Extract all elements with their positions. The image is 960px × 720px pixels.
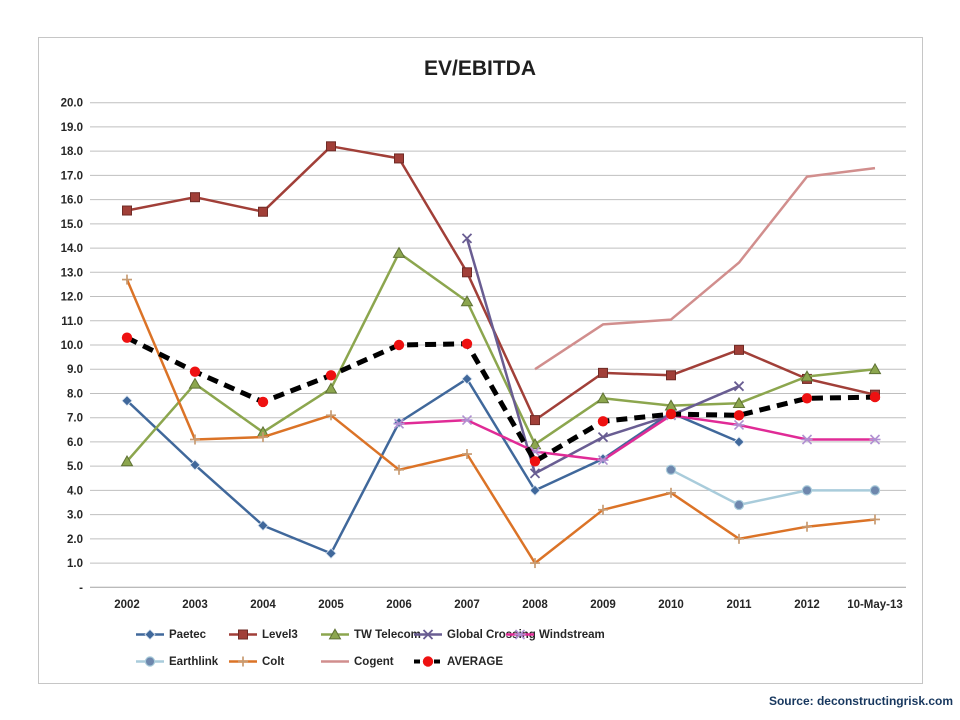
legend-item-global-crossing: Global Crossing [413, 627, 536, 642]
legend-item-paetec: Paetec [135, 627, 206, 642]
svg-text:-: - [79, 582, 83, 594]
legend-item-earthlink: Earthlink [135, 654, 218, 669]
paetec-series-icon [136, 628, 164, 641]
legend-item-tw-telecom: TW Telecom [320, 627, 421, 642]
legend-item-cogent: Cogent [320, 654, 394, 669]
series-colt [122, 274, 880, 569]
svg-text:10.0: 10.0 [61, 340, 83, 352]
earthlink-series-icon [136, 656, 164, 667]
svg-text:2009: 2009 [590, 599, 616, 611]
svg-text:2011: 2011 [727, 599, 753, 611]
series-level3 [122, 141, 880, 426]
svg-text:2008: 2008 [522, 599, 548, 611]
series-average [121, 332, 881, 467]
svg-text:2004: 2004 [250, 599, 276, 611]
svg-text:1.0: 1.0 [67, 558, 83, 570]
svg-text:10-May-13: 10-May-13 [847, 599, 903, 611]
svg-text:9.0: 9.0 [67, 364, 83, 376]
svg-text:14.0: 14.0 [61, 243, 83, 255]
svg-text:2012: 2012 [794, 599, 820, 611]
series-earthlink [665, 464, 881, 511]
legend-item-level3: Level3 [228, 627, 298, 642]
svg-text:7.0: 7.0 [67, 413, 83, 425]
series-windstream [393, 410, 881, 466]
x-axis-labels: 2002 2003 2004 2005 2006 2007 2008 2009 2010 2011… [114, 599, 903, 611]
legend-label: Global Crossing [447, 628, 536, 641]
series-tw-telecom [120, 246, 882, 467]
svg-text:2006: 2006 [386, 599, 412, 611]
legend-label: Level3 [262, 628, 298, 641]
legend-item-average: AVERAGE [413, 654, 503, 669]
legend-label: Windstream [539, 628, 605, 641]
tw-telecom-series-icon [321, 628, 349, 640]
legend-label: Cogent [354, 655, 394, 668]
svg-text:20.0: 20.0 [61, 98, 83, 110]
average-series-icon [414, 656, 442, 667]
svg-text:19.0: 19.0 [61, 122, 83, 134]
svg-text:12.0: 12.0 [61, 292, 83, 304]
legend-label: Colt [262, 655, 285, 668]
svg-text:11.0: 11.0 [61, 316, 83, 328]
svg-text:4.0: 4.0 [67, 485, 83, 497]
svg-text:2007: 2007 [454, 599, 480, 611]
svg-text:18.0: 18.0 [61, 146, 83, 158]
chart-title: EV/EBITDA [423, 57, 536, 80]
series-cogent [534, 166, 876, 371]
svg-text:2010: 2010 [658, 599, 684, 611]
svg-text:17.0: 17.0 [61, 170, 83, 182]
cogent-series-icon [321, 660, 349, 663]
legend-label: Paetec [169, 628, 207, 641]
svg-text:2003: 2003 [182, 599, 208, 611]
svg-text:2002: 2002 [114, 599, 140, 611]
legend-label: Earthlink [169, 655, 219, 668]
svg-text:6.0: 6.0 [67, 437, 83, 449]
source-attribution: Source: deconstructingrisk.com [768, 694, 953, 708]
global-crossing-series-icon [414, 629, 442, 640]
level3-series-icon [229, 629, 257, 640]
colt-series-icon [229, 656, 257, 667]
svg-text:5.0: 5.0 [67, 461, 83, 473]
svg-text:16.0: 16.0 [61, 195, 83, 207]
legend-item-colt: Colt [228, 654, 284, 669]
svg-text:15.0: 15.0 [61, 219, 83, 231]
legend-item-windstream: Windstream [505, 627, 605, 642]
legend-label: AVERAGE [447, 655, 504, 668]
svg-text:2.0: 2.0 [67, 534, 83, 546]
chart-border [38, 37, 923, 684]
legend-label: TW Telecom [354, 628, 421, 641]
svg-text:8.0: 8.0 [67, 388, 83, 400]
svg-text:13.0: 13.0 [61, 267, 83, 279]
svg-text:3.0: 3.0 [67, 510, 83, 522]
y-axis-labels: 20.0 19.0 18.0 17.0 16.0 15.0 14.0 13.0 12.0 11.0… [61, 98, 84, 595]
svg-text:2005: 2005 [318, 599, 344, 611]
windstream-series-icon [506, 629, 534, 640]
